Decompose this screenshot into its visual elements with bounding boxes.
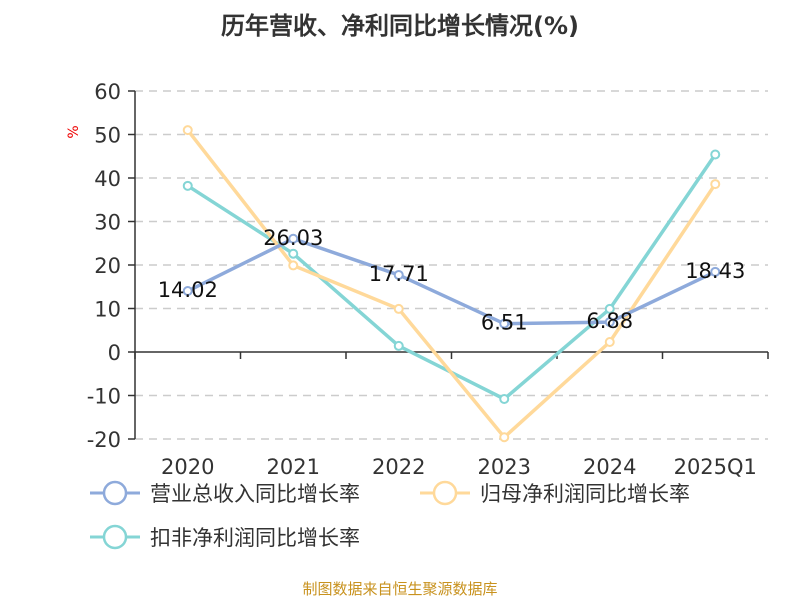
data-label: 18.43	[685, 259, 745, 283]
legend-item[interactable]: 营业总收入同比增长率	[90, 480, 360, 506]
y-tick-label: 0	[108, 341, 121, 365]
data-point	[604, 336, 615, 347]
x-tick-label: 2024	[583, 455, 636, 479]
y-tick-label: 20	[94, 254, 121, 278]
series-path	[186, 236, 717, 326]
data-point	[182, 125, 193, 136]
series-line	[182, 233, 721, 329]
legend-circle-icon	[102, 524, 128, 550]
data-label: 26.03	[263, 226, 323, 250]
series-path	[186, 153, 717, 402]
x-tick-label: 2021	[267, 455, 320, 479]
legend-item[interactable]: 归母净利润同比增长率	[420, 480, 690, 506]
series-line	[182, 149, 721, 404]
data-point	[393, 303, 404, 314]
data-label: 17.71	[369, 262, 429, 286]
legend-label: 扣非净利润同比增长率	[150, 526, 360, 550]
chart-title: 历年营收、净利同比增长情况(%)	[221, 12, 579, 40]
data-point	[393, 340, 404, 351]
y-tick-label: 60	[94, 80, 121, 104]
legend-label: 归母净利润同比增长率	[480, 482, 690, 506]
data-label: 14.02	[158, 278, 218, 302]
series-line	[182, 125, 721, 443]
data-point	[288, 248, 299, 259]
data-point	[710, 266, 721, 277]
data-point	[182, 180, 193, 191]
data-point	[710, 179, 721, 190]
data-point	[604, 317, 615, 328]
legend-label: 营业总收入同比增长率	[150, 482, 360, 506]
data-point	[604, 303, 615, 314]
data-point	[710, 149, 721, 160]
data-point	[393, 269, 404, 280]
y-tick-label: 10	[94, 298, 121, 322]
legend-circle-icon	[102, 480, 128, 506]
x-tick-label: 2023	[478, 455, 531, 479]
footer-source: 制图数据来自恒生聚源数据库	[302, 580, 497, 598]
data-point	[182, 286, 193, 297]
y-tick-label: 50	[94, 124, 121, 148]
data-point	[499, 432, 510, 443]
x-tick-label: 2025Q1	[674, 455, 757, 479]
legend-item[interactable]: 扣非净利润同比增长率	[90, 524, 360, 550]
x-tick-label: 2020	[161, 455, 214, 479]
legend-circle-icon	[432, 480, 458, 506]
y-axis-unit: %	[66, 125, 82, 138]
data-point	[288, 260, 299, 271]
data-label: 6.51	[481, 311, 528, 335]
y-tick-label: -20	[87, 428, 121, 452]
series-path	[186, 129, 717, 440]
x-tick-label: 2022	[372, 455, 425, 479]
data-point	[499, 393, 510, 404]
data-point	[288, 233, 299, 244]
y-tick-label: 40	[94, 167, 121, 191]
data-label: 6.88	[586, 309, 633, 333]
y-tick-label: -10	[87, 385, 121, 409]
data-point	[499, 318, 510, 329]
y-tick-label: 30	[94, 211, 121, 235]
